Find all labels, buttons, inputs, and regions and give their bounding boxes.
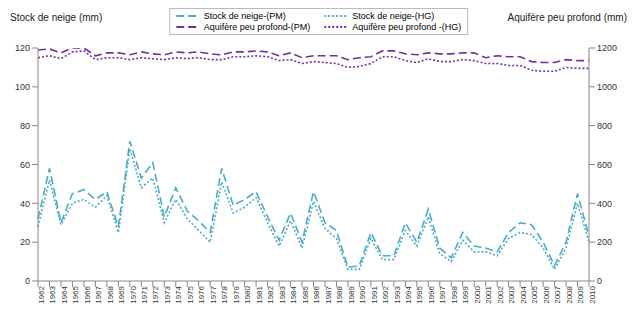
svg-text:2007: 2007 [553, 285, 562, 303]
svg-text:0: 0 [25, 276, 30, 286]
svg-text:1962: 1962 [37, 285, 46, 303]
svg-text:1970: 1970 [129, 285, 138, 303]
svg-text:1963: 1963 [48, 285, 57, 303]
svg-text:1992: 1992 [381, 285, 390, 303]
svg-text:1983: 1983 [278, 285, 287, 303]
svg-text:1967: 1967 [94, 285, 103, 303]
html-text:Stock de neige (mm): Stock de neige (mm) [10, 12, 103, 23]
svg-text:400: 400 [597, 199, 612, 209]
svg-text:1965: 1965 [71, 285, 80, 303]
svg-text:1995: 1995 [415, 285, 424, 303]
svg-text:1974: 1974 [174, 285, 183, 303]
svg-text:1985: 1985 [301, 285, 310, 303]
html-text:Stock de neige-(PM): Stock de neige-(PM) [203, 11, 286, 21]
svg-text:1987: 1987 [324, 285, 333, 303]
svg-text:60: 60 [20, 160, 30, 170]
svg-text:1978: 1978 [220, 285, 229, 303]
svg-text:1966: 1966 [83, 285, 92, 303]
svg-text:1968: 1968 [106, 285, 115, 303]
svg-text:1996: 1996 [427, 285, 436, 303]
svg-text:1984: 1984 [289, 285, 298, 303]
svg-text:1964: 1964 [60, 285, 69, 303]
svg-text:20: 20 [20, 237, 30, 247]
svg-text:1994: 1994 [404, 285, 413, 303]
svg-text:1976: 1976 [197, 285, 206, 303]
svg-text:1975: 1975 [186, 285, 195, 303]
svg-text:1990: 1990 [358, 285, 367, 303]
svg-text:1972: 1972 [151, 285, 160, 303]
svg-text:2004: 2004 [519, 285, 528, 303]
html-text:Stock de neige-(HG): Stock de neige-(HG) [352, 11, 435, 21]
svg-text:200: 200 [597, 237, 612, 247]
svg-text:100: 100 [15, 82, 30, 92]
svg-text:40: 40 [20, 199, 30, 209]
svg-text:600: 600 [597, 160, 612, 170]
svg-text:1979: 1979 [232, 285, 241, 303]
svg-text:2009: 2009 [576, 285, 585, 303]
svg-text:1999: 1999 [461, 285, 470, 303]
svg-text:1971: 1971 [140, 285, 149, 303]
svg-text:120: 120 [15, 43, 30, 53]
html-text:Aquifère peu profond-(PM): Aquifère peu profond-(PM) [203, 22, 311, 32]
svg-text:800: 800 [597, 121, 612, 131]
svg-text:2002: 2002 [496, 285, 505, 303]
html-text:Aquifère peu profond -(HG): Aquifère peu profond -(HG) [352, 22, 462, 32]
svg-text:1200: 1200 [597, 43, 617, 53]
svg-text:2006: 2006 [542, 285, 551, 303]
svg-text:1969: 1969 [117, 285, 126, 303]
svg-text:1977: 1977 [209, 285, 218, 303]
svg-text:1991: 1991 [370, 285, 379, 303]
svg-text:1997: 1997 [438, 285, 447, 303]
svg-text:1986: 1986 [312, 285, 321, 303]
svg-text:1981: 1981 [255, 285, 264, 303]
svg-text:2010: 2010 [588, 285, 597, 303]
svg-text:1000: 1000 [597, 82, 617, 92]
html-text:Aquifère peu profond (mm): Aquifère peu profond (mm) [507, 12, 627, 23]
svg-text:2001: 2001 [484, 285, 493, 303]
svg-text:1998: 1998 [450, 285, 459, 303]
svg-text:1993: 1993 [393, 285, 402, 303]
svg-text:1988: 1988 [335, 285, 344, 303]
svg-text:2003: 2003 [507, 285, 516, 303]
svg-text:2000: 2000 [473, 285, 482, 303]
svg-text:1982: 1982 [266, 285, 275, 303]
svg-text:1973: 1973 [163, 285, 172, 303]
svg-text:1989: 1989 [347, 285, 356, 303]
svg-text:80: 80 [20, 121, 30, 131]
svg-text:1980: 1980 [243, 285, 252, 303]
svg-text:2008: 2008 [565, 285, 574, 303]
svg-text:0: 0 [597, 276, 602, 286]
svg-text:2005: 2005 [530, 285, 539, 303]
